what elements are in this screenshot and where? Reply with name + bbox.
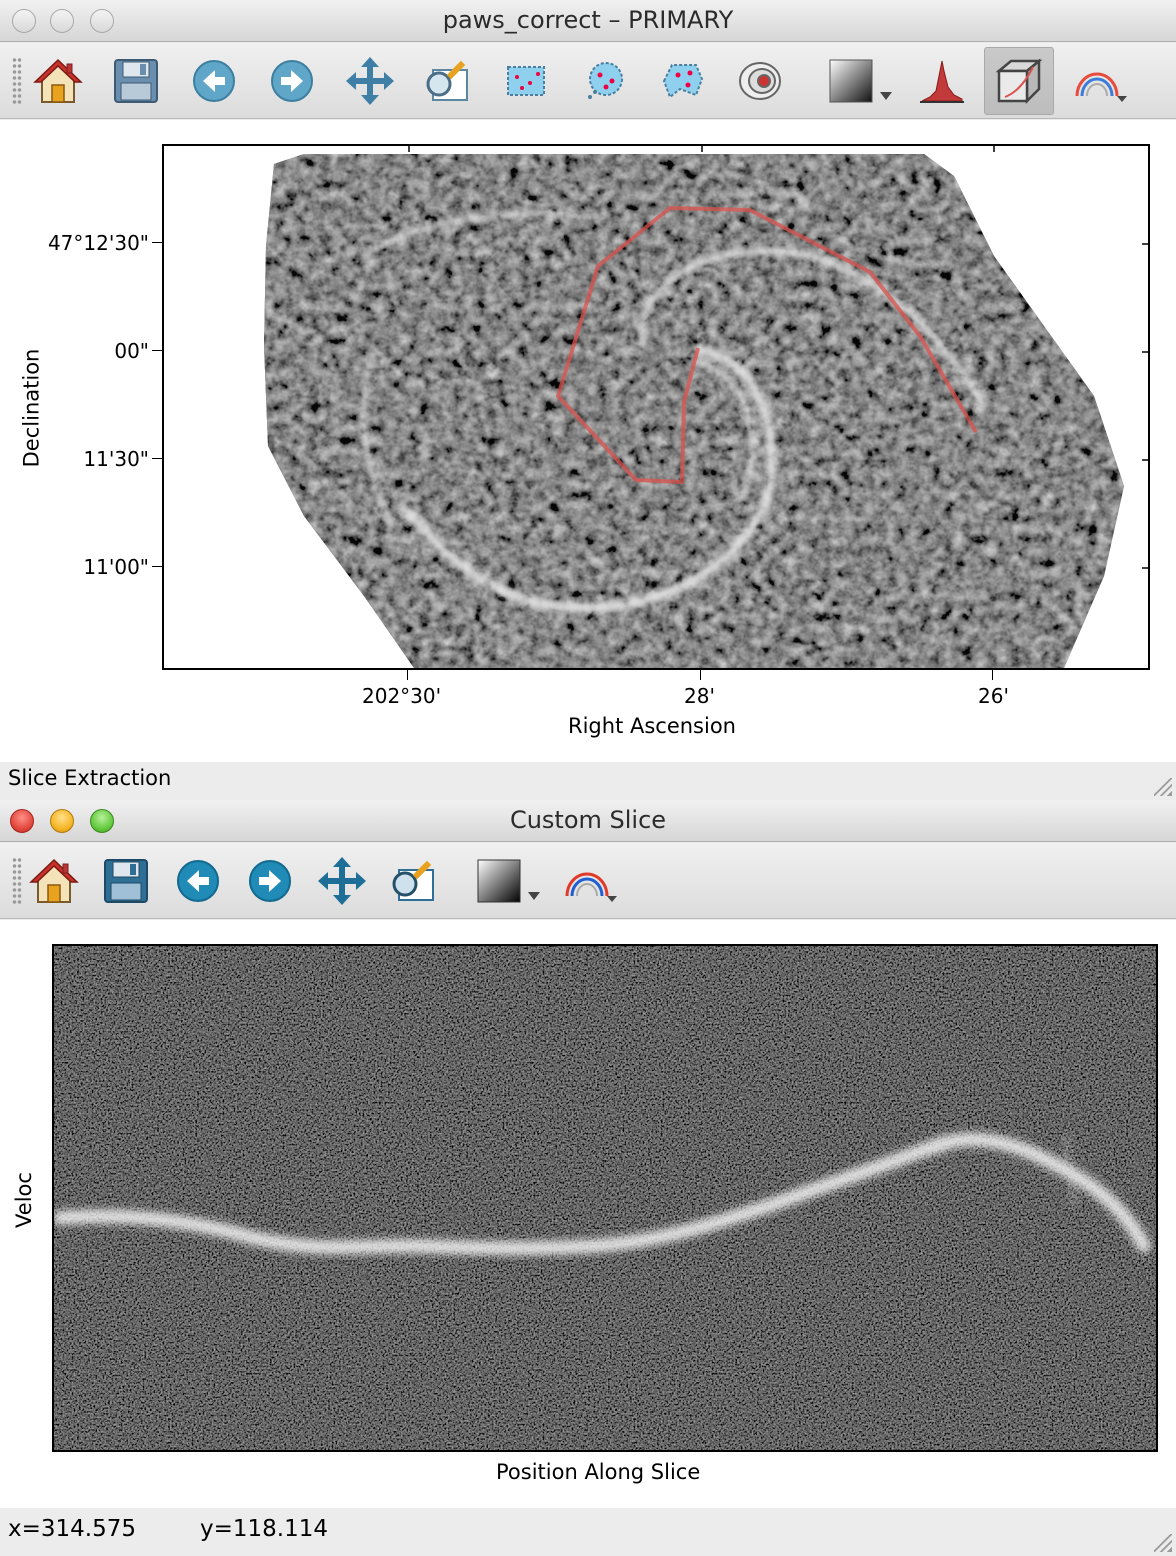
zoom-button[interactable] (90, 9, 114, 33)
y-axis-title: Declination (19, 348, 44, 468)
slice-path[interactable] (556, 206, 978, 484)
back-icon (177, 860, 219, 902)
colormap-button[interactable] (822, 55, 902, 107)
titlebar[interactable]: Custom Slice (0, 800, 1176, 842)
slice-plot-area: Position Along Slice Veloc (0, 920, 1176, 1508)
x-tick-label: 202°30' (362, 684, 442, 708)
status-bar: Slice Extraction (0, 762, 1176, 800)
image-plot-area: 47°12'30" 00" 11'30" 11'00" 202°30' 28' … (0, 120, 1176, 762)
x-tick-label: 26' (978, 684, 1009, 708)
back-icon (193, 60, 235, 102)
close-button[interactable] (10, 809, 34, 833)
image-viewer-window: paws_correct – PRIMARY (0, 0, 1176, 800)
status-text: Slice Extraction (8, 766, 172, 790)
home-icon (33, 58, 83, 103)
zoom-icon (426, 60, 468, 101)
status-bar: x=314.575 y=118.114 (0, 1508, 1176, 1556)
rgb-icon (1075, 72, 1127, 102)
forward-icon (249, 860, 291, 902)
resize-grip[interactable] (1154, 778, 1172, 796)
pan-icon (318, 857, 366, 905)
colormap-icon (829, 59, 892, 103)
contour-button[interactable] (732, 55, 788, 107)
y-tick-label: 11'30" (83, 447, 149, 471)
slice-cube-icon (995, 58, 1043, 105)
colormap-icon (477, 859, 540, 903)
window-title: Custom Slice (509, 806, 667, 834)
position-velocity-image (54, 946, 1156, 1450)
polygon-roi-icon (662, 64, 704, 99)
rgb-icon (565, 872, 617, 902)
galaxy-image (264, 146, 1148, 668)
cursor-x-readout: x=314.575 (8, 1516, 136, 1542)
forward-button[interactable] (242, 855, 298, 907)
rgb-button[interactable] (1066, 55, 1136, 107)
image-axes[interactable] (162, 144, 1150, 670)
circle-roi-icon (588, 62, 623, 99)
x-axis-title: Position Along Slice (496, 1460, 701, 1484)
y-tick-label: 00" (114, 339, 149, 363)
zoom-icon (392, 860, 434, 901)
save-icon (104, 859, 148, 903)
pan-icon (346, 57, 394, 105)
titlebar[interactable]: paws_correct – PRIMARY (0, 0, 1176, 42)
colormap-button[interactable] (470, 855, 550, 907)
rgb-button[interactable] (556, 855, 626, 907)
circle-roi-button[interactable] (576, 55, 632, 107)
home-button[interactable] (26, 855, 82, 907)
rectangle-roi-button[interactable] (498, 55, 554, 107)
rectangle-roi-icon (507, 66, 545, 96)
histogram-icon (920, 60, 964, 103)
save-button[interactable] (108, 55, 164, 107)
back-button[interactable] (170, 855, 226, 907)
toolbar-grip[interactable] (12, 857, 22, 905)
forward-button[interactable] (264, 55, 320, 107)
pan-button[interactable] (342, 55, 398, 107)
toolbar (0, 43, 1176, 119)
toolbar-grip[interactable] (12, 57, 22, 105)
polygon-roi-button[interactable] (654, 55, 710, 107)
toolbar (0, 843, 1176, 919)
zoom-button[interactable] (90, 809, 114, 833)
zoom-button-tool[interactable] (420, 55, 476, 107)
zoom-button-tool[interactable] (386, 855, 442, 907)
slice-axes[interactable] (52, 944, 1158, 1452)
back-button[interactable] (186, 55, 242, 107)
minimize-button[interactable] (50, 9, 74, 33)
minimize-button[interactable] (50, 809, 74, 833)
x-tick-label: 28' (684, 684, 715, 708)
y-tick-label: 11'00" (83, 555, 149, 579)
y-tick-label: 47°12'30" (47, 231, 149, 255)
contour-icon (739, 62, 781, 100)
cursor-y-readout: y=118.114 (200, 1516, 328, 1542)
home-icon (29, 858, 79, 903)
slice-cube-button[interactable] (984, 47, 1054, 115)
x-axis-title: Right Ascension (568, 714, 736, 738)
home-button[interactable] (30, 55, 86, 107)
slice-window: Custom Slice (0, 800, 1176, 1556)
histogram-button[interactable] (914, 55, 970, 107)
close-button[interactable] (12, 9, 36, 33)
save-icon (114, 59, 158, 103)
pan-button[interactable] (314, 855, 370, 907)
y-axis-title: Veloc (11, 1172, 36, 1228)
save-button[interactable] (98, 855, 154, 907)
resize-grip[interactable] (1154, 1534, 1172, 1552)
forward-icon (271, 60, 313, 102)
window-title: paws_correct – PRIMARY (442, 6, 734, 34)
